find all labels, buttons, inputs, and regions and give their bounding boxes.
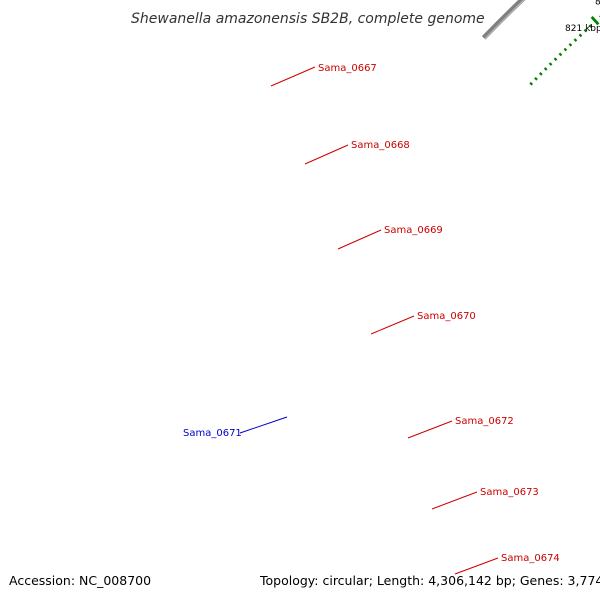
minor-tick xyxy=(573,38,578,42)
minor-tick xyxy=(553,57,558,62)
minor-tick xyxy=(558,52,563,57)
minor-tick xyxy=(588,24,593,28)
minor-tick xyxy=(534,76,538,81)
minor-tick xyxy=(548,62,553,66)
ruler-ticks xyxy=(529,15,600,86)
kbp-labels: 821 kbp822 kbp823 kbp824 kbp825 kbp826 k… xyxy=(565,0,600,34)
gene-label-leader xyxy=(239,416,288,434)
minor-tick xyxy=(578,33,583,38)
gene-label: Sama_0668 xyxy=(351,140,410,151)
gene-label-leader xyxy=(431,491,478,510)
gene-label: Sama_0674 xyxy=(501,553,560,564)
gene-label: Sama_0669 xyxy=(384,225,443,236)
minor-tick xyxy=(568,42,573,47)
gene-label-leader xyxy=(304,144,349,165)
topology-text: Topology: circular; Length: 4,306,142 bp… xyxy=(260,573,600,588)
major-tick xyxy=(590,15,600,26)
kbp-label: 821 kbp xyxy=(565,24,600,34)
gene-label-leader xyxy=(454,557,499,575)
gene-label: Sama_0670 xyxy=(417,311,476,322)
minor-tick xyxy=(538,72,543,76)
gene-label: Sama_0667 xyxy=(318,63,377,74)
gene-label-leader xyxy=(270,66,316,87)
kbp-label: 822 kbp xyxy=(595,0,600,8)
minor-tick xyxy=(563,47,568,52)
gene-label-leader xyxy=(370,315,415,335)
accession-text: Accession: NC_008700 xyxy=(9,573,152,588)
gene-label-leader xyxy=(337,229,382,250)
gene-label: Sama_0673 xyxy=(480,487,539,498)
map-title: Shewanella amazonensis SB2B, complete ge… xyxy=(131,11,485,27)
gene-label: Sama_0672 xyxy=(455,416,514,427)
gene-label-leader xyxy=(407,420,453,439)
minor-tick xyxy=(543,67,548,71)
minor-tick xyxy=(583,28,588,33)
minor-tick xyxy=(529,81,534,86)
gene-labels: Sama_0667 Sama_0668 Sama_0669 Sama_0670 Sama… xyxy=(183,63,560,575)
gene-label: Sama_0671 xyxy=(183,428,242,439)
